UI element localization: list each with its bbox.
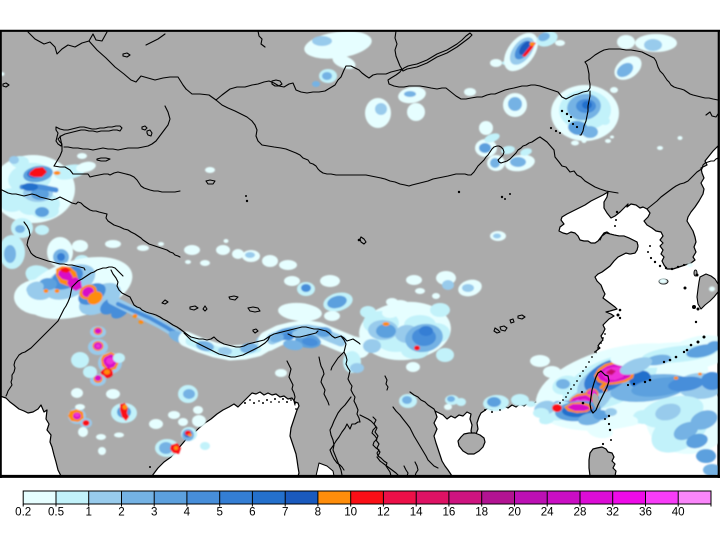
svg-text:24: 24	[541, 506, 554, 519]
svg-text:8: 8	[315, 506, 321, 519]
svg-text:0.2: 0.2	[15, 506, 31, 519]
svg-text:2: 2	[118, 506, 124, 519]
svg-text:28: 28	[574, 506, 587, 519]
svg-text:32: 32	[606, 506, 619, 519]
svg-text:4: 4	[184, 506, 191, 519]
svg-text:36: 36	[639, 506, 652, 519]
svg-text:12: 12	[377, 506, 390, 519]
svg-text:0.5: 0.5	[48, 506, 64, 519]
svg-text:1: 1	[85, 506, 91, 519]
svg-text:10: 10	[344, 506, 357, 519]
svg-text:14: 14	[410, 506, 423, 519]
svg-text:5: 5	[216, 506, 222, 519]
svg-text:6: 6	[249, 506, 255, 519]
svg-text:18: 18	[475, 506, 488, 519]
svg-text:20: 20	[508, 506, 521, 519]
svg-text:40: 40	[672, 506, 685, 519]
svg-text:16: 16	[442, 506, 455, 519]
svg-text:3: 3	[151, 506, 157, 519]
svg-text:7: 7	[282, 506, 288, 519]
